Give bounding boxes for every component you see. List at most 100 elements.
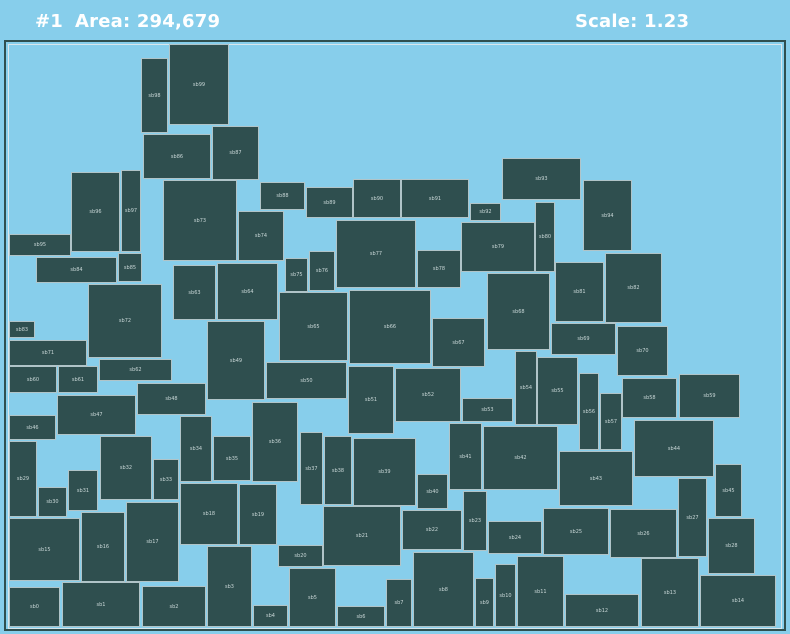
block-sb4[interactable]: sb4 — [253, 605, 288, 627]
block-sb87[interactable]: sb87 — [212, 126, 259, 180]
block-sb20[interactable]: sb20 — [278, 545, 323, 567]
block-sb37[interactable]: sb37 — [300, 432, 323, 505]
block-sb40[interactable]: sb40 — [417, 474, 448, 509]
block-sb0[interactable]: sb0 — [9, 587, 60, 627]
block-sb24[interactable]: sb24 — [488, 521, 542, 554]
block-sb42[interactable]: sb42 — [483, 426, 558, 490]
block-sb38[interactable]: sb38 — [324, 436, 352, 505]
block-sb81[interactable]: sb81 — [555, 262, 604, 322]
block-sb77[interactable]: sb77 — [336, 220, 416, 288]
block-sb5[interactable]: sb5 — [289, 568, 336, 627]
block-sb67[interactable]: sb67 — [432, 318, 485, 367]
block-sb98[interactable]: sb98 — [141, 58, 168, 133]
block-sb65[interactable]: sb65 — [279, 292, 348, 361]
block-sb57[interactable]: sb57 — [600, 393, 622, 450]
block-sb83[interactable]: sb83 — [9, 321, 35, 338]
block-sb93[interactable]: sb93 — [502, 158, 581, 200]
block-sb43[interactable]: sb43 — [559, 451, 633, 506]
block-sb73[interactable]: sb73 — [163, 180, 237, 261]
block-sb69[interactable]: sb69 — [551, 323, 616, 355]
block-sb91[interactable]: sb91 — [401, 179, 469, 218]
block-sb58[interactable]: sb58 — [622, 378, 677, 418]
block-sb76[interactable]: sb76 — [309, 251, 335, 291]
block-sb12[interactable]: sb12 — [565, 594, 639, 627]
block-sb70[interactable]: sb70 — [617, 326, 668, 376]
block-sb7[interactable]: sb7 — [386, 579, 412, 627]
block-sb79[interactable]: sb79 — [461, 222, 535, 272]
block-sb84[interactable]: sb84 — [36, 257, 117, 283]
block-sb95[interactable]: sb95 — [9, 234, 71, 256]
block-sb86[interactable]: sb86 — [143, 134, 211, 179]
block-sb21[interactable]: sb21 — [323, 506, 401, 566]
block-sb32[interactable]: sb32 — [100, 436, 152, 500]
block-sb94[interactable]: sb94 — [583, 180, 632, 251]
block-sb63[interactable]: sb63 — [173, 265, 216, 320]
block-sb8[interactable]: sb8 — [413, 552, 474, 627]
block-sb66[interactable]: sb66 — [349, 290, 431, 364]
block-sb2[interactable]: sb2 — [142, 586, 206, 627]
block-sb31[interactable]: sb31 — [68, 470, 98, 511]
block-sb78[interactable]: sb78 — [417, 250, 461, 288]
block-sb47[interactable]: sb47 — [57, 395, 136, 435]
block-sb41[interactable]: sb41 — [449, 423, 482, 490]
block-sb85[interactable]: sb85 — [118, 253, 142, 282]
block-sb72[interactable]: sb72 — [88, 284, 162, 358]
block-sb10[interactable]: sb10 — [495, 564, 516, 627]
block-sb30[interactable]: sb30 — [38, 487, 67, 517]
block-sb75[interactable]: sb75 — [285, 258, 308, 292]
block-sb52[interactable]: sb52 — [395, 368, 461, 422]
block-sb27[interactable]: sb27 — [678, 478, 707, 557]
block-sb74[interactable]: sb74 — [238, 211, 284, 261]
block-sb56[interactable]: sb56 — [579, 373, 599, 450]
block-sb3[interactable]: sb3 — [207, 546, 252, 627]
block-sb19[interactable]: sb19 — [239, 484, 277, 545]
block-sb89[interactable]: sb89 — [306, 187, 353, 218]
block-sb54[interactable]: sb54 — [515, 351, 537, 425]
block-sb15[interactable]: sb15 — [9, 518, 80, 581]
block-sb51[interactable]: sb51 — [348, 366, 394, 434]
block-sb18[interactable]: sb18 — [180, 483, 238, 545]
block-sb55[interactable]: sb55 — [537, 357, 578, 425]
block-sb62[interactable]: sb62 — [99, 359, 172, 381]
block-sb13[interactable]: sb13 — [641, 558, 699, 627]
block-sb61[interactable]: sb61 — [58, 366, 98, 393]
block-sb11[interactable]: sb11 — [517, 556, 564, 627]
block-sb17[interactable]: sb17 — [126, 502, 179, 582]
block-sb39[interactable]: sb39 — [353, 438, 416, 506]
block-sb80[interactable]: sb80 — [535, 202, 555, 272]
block-sb29[interactable]: sb29 — [9, 441, 37, 517]
block-sb25[interactable]: sb25 — [543, 508, 609, 555]
block-sb33[interactable]: sb33 — [153, 459, 179, 500]
block-sb97[interactable]: sb97 — [121, 170, 141, 252]
block-sb99[interactable]: sb99 — [169, 44, 229, 125]
block-sb34[interactable]: sb34 — [180, 416, 212, 482]
block-sb23[interactable]: sb23 — [463, 491, 487, 551]
block-sb6[interactable]: sb6 — [337, 606, 385, 627]
block-sb9[interactable]: sb9 — [475, 578, 494, 627]
block-sb71[interactable]: sb71 — [9, 340, 87, 366]
block-sb36[interactable]: sb36 — [252, 402, 298, 482]
block-sb60[interactable]: sb60 — [9, 366, 57, 393]
block-sb35[interactable]: sb35 — [213, 436, 251, 481]
block-sb14[interactable]: sb14 — [700, 575, 776, 627]
block-sb96[interactable]: sb96 — [71, 172, 120, 252]
block-sb53[interactable]: sb53 — [462, 398, 513, 422]
block-sb59[interactable]: sb59 — [679, 374, 740, 418]
block-sb82[interactable]: sb82 — [605, 253, 662, 323]
block-sb88[interactable]: sb88 — [260, 182, 305, 210]
block-sb16[interactable]: sb16 — [81, 512, 125, 582]
block-sb90[interactable]: sb90 — [353, 179, 401, 218]
block-sb22[interactable]: sb22 — [402, 510, 462, 550]
block-sb68[interactable]: sb68 — [487, 273, 550, 350]
block-sb46[interactable]: sb46 — [9, 415, 56, 440]
block-sb64[interactable]: sb64 — [217, 263, 278, 320]
block-sb49[interactable]: sb49 — [207, 321, 265, 400]
block-sb45[interactable]: sb45 — [715, 464, 742, 517]
block-sb1[interactable]: sb1 — [62, 582, 140, 627]
block-sb48[interactable]: sb48 — [137, 383, 206, 415]
block-sb44[interactable]: sb44 — [634, 420, 714, 477]
block-sb26[interactable]: sb26 — [610, 509, 677, 558]
block-sb50[interactable]: sb50 — [266, 362, 347, 399]
block-sb28[interactable]: sb28 — [708, 518, 755, 574]
block-sb92[interactable]: sb92 — [470, 203, 501, 221]
